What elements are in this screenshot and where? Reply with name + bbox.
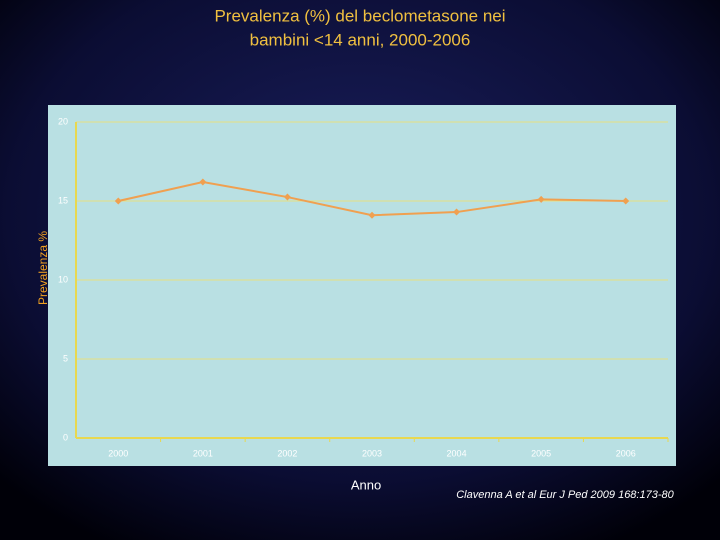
source-note: Clavenna A et al Eur J Ped 2009 168:173-… — [456, 489, 674, 501]
y-tick-label: 5 — [63, 353, 68, 363]
chart-title: Prevalenza (%) del beclometasone nei — [214, 6, 505, 25]
data-point — [453, 208, 461, 216]
x-tick-label: 2000 — [108, 448, 128, 458]
x-tick-label: 2004 — [447, 448, 467, 458]
y-tick-label: 20 — [58, 116, 68, 126]
data-point — [114, 197, 122, 205]
x-tick-label: 2005 — [531, 448, 551, 458]
x-tick-label: 2001 — [193, 448, 213, 458]
y-tick-label: 0 — [63, 432, 68, 442]
data-point — [537, 195, 545, 203]
data-point — [368, 211, 376, 219]
x-axis-label: Anno — [351, 477, 381, 492]
data-point — [283, 193, 291, 201]
x-tick-label: 2003 — [362, 448, 382, 458]
plot-panel — [48, 105, 676, 466]
chart-title: bambini <14 anni, 2000-2006 — [250, 30, 471, 49]
y-axis-label: Prevalenza % — [36, 231, 50, 305]
x-tick-label: 2006 — [616, 448, 636, 458]
y-tick-label: 15 — [58, 195, 68, 205]
data-point — [199, 178, 207, 186]
x-tick-label: 2002 — [277, 448, 297, 458]
data-point — [622, 197, 630, 205]
y-tick-label: 10 — [58, 274, 68, 284]
